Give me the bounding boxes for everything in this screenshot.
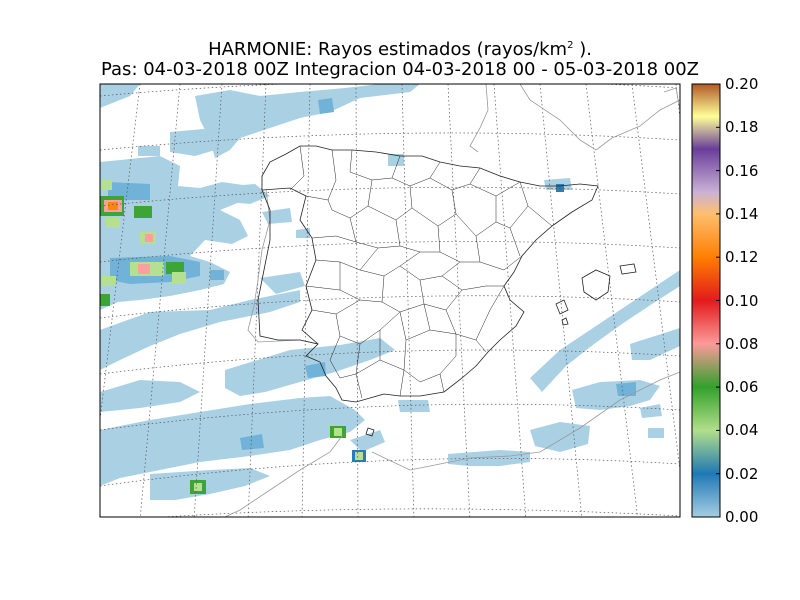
graticule-meridian <box>301 84 311 517</box>
field-area-galicia-inland <box>296 228 310 238</box>
field-area-alboran <box>350 430 385 452</box>
colorbar-tick-label: 0.00 <box>725 508 759 526</box>
field-area-west-atlantic-2 <box>205 184 270 204</box>
title-superscript: 2 <box>567 40 574 51</box>
field-area-portugal-coast-2 <box>260 272 305 294</box>
field-cell <box>138 264 150 274</box>
morocco-coast <box>224 371 680 517</box>
field-area-portugal-coast <box>262 208 292 224</box>
field-core-biscay <box>318 98 334 114</box>
field-cell <box>355 452 363 460</box>
field-core-catalonia <box>556 184 564 192</box>
graticule-parallel <box>158 508 680 517</box>
field-core-gulf <box>305 362 326 378</box>
colorbar-tick-label: 0.10 <box>725 291 759 310</box>
chart-subtitle: Pas: 04-03-2018 00Z Integracion 04-03-20… <box>100 59 699 80</box>
field-area-small-north <box>138 146 160 156</box>
field-cell <box>108 202 118 210</box>
field-cell <box>102 276 116 286</box>
field-cell <box>166 262 184 274</box>
field-cell <box>106 218 120 228</box>
field-area-west-atlantic <box>100 156 250 310</box>
colorbar-ticks <box>716 83 720 518</box>
colorbar-tick-label: 0.08 <box>725 334 759 353</box>
field-area-southwest-sea <box>100 380 200 412</box>
field-core-west-2 <box>108 182 150 200</box>
colorbar-tick-label: 0.06 <box>725 378 759 397</box>
map-frame <box>99 83 681 518</box>
field-area-africa-north <box>448 450 530 466</box>
field-cell <box>334 428 342 436</box>
field-cell <box>194 483 202 491</box>
colorbar <box>691 83 721 518</box>
field-area-north-atlantic <box>100 84 140 108</box>
field-area-med-east <box>572 380 660 410</box>
province-lines <box>289 145 553 399</box>
mallorca-outline <box>581 269 611 301</box>
field-cell <box>102 180 112 190</box>
ceuta-outline <box>365 427 375 437</box>
field-area-strait-band <box>100 396 365 486</box>
field-area-med-east-3 <box>648 428 664 438</box>
title-prefix: HARMONIE: Rayos estimados (rayos/km <box>208 39 568 60</box>
graticule-meridian <box>247 84 267 517</box>
portugal-outline <box>261 187 319 345</box>
graticule-parallel <box>100 132 680 151</box>
graticule <box>100 84 680 517</box>
field-area-southwest-band <box>100 290 300 370</box>
graticule-meridian <box>401 84 415 517</box>
colorbar-tick-label: 0.18 <box>725 118 759 137</box>
chart-title: HARMONIE: Rayos estimados (rayos/km2 ). <box>0 35 800 61</box>
graticule-parallel <box>100 349 680 375</box>
graticule-meridian <box>585 84 638 517</box>
field-area-east-edge <box>630 328 680 360</box>
graticule-parallel <box>100 84 680 97</box>
foreign-coastlines <box>224 84 680 517</box>
graticule-meridian <box>355 84 359 517</box>
field-area-med-south <box>530 422 590 452</box>
field-area-morocco-coast <box>150 468 270 500</box>
graticule-meridian <box>447 84 471 517</box>
graticule-meridian <box>100 84 141 421</box>
graticule-parallel <box>100 458 680 487</box>
field-core-strait <box>240 434 264 450</box>
colorbar-tick-label: 0.16 <box>725 161 759 180</box>
menorca-outline <box>619 263 637 275</box>
field-cell <box>210 270 224 280</box>
field-area-balearic-band <box>530 270 680 392</box>
field-core-med <box>616 382 636 396</box>
graticule-meridian <box>493 84 527 517</box>
graticule-meridian <box>139 84 181 517</box>
graticule-meridian <box>539 84 583 517</box>
field-area-alboran-2 <box>398 400 430 412</box>
field-cell <box>134 206 152 218</box>
formentera-outline <box>561 317 569 326</box>
field-area-cantabria-small <box>388 154 404 166</box>
sardinia-coast <box>663 87 680 111</box>
field-cell <box>145 234 153 242</box>
colorbar-tick-label: 0.04 <box>725 421 759 440</box>
ibiza-outline <box>555 299 569 315</box>
colorbar-tick-label: 0.20 <box>725 75 759 93</box>
portugal-border <box>247 189 319 345</box>
colorbar-tick-label: 0.12 <box>725 248 759 267</box>
france-coast <box>469 84 680 153</box>
colorbar-gradient <box>692 84 720 517</box>
field-area-biscay-north <box>195 84 420 158</box>
lightning-density-field <box>100 84 680 500</box>
field-area-med-east-2 <box>640 404 662 418</box>
title-suffix: ). <box>573 39 592 60</box>
field-cell <box>172 272 186 284</box>
colorbar-tick-label: 0.14 <box>725 204 759 223</box>
colorbar-tick-label: 0.02 <box>725 464 759 483</box>
graticule-meridian <box>631 84 680 471</box>
spain-boundaries <box>257 145 637 437</box>
field-cell <box>100 294 110 306</box>
graticule-meridian <box>193 84 223 517</box>
spain-coastline <box>257 145 599 403</box>
